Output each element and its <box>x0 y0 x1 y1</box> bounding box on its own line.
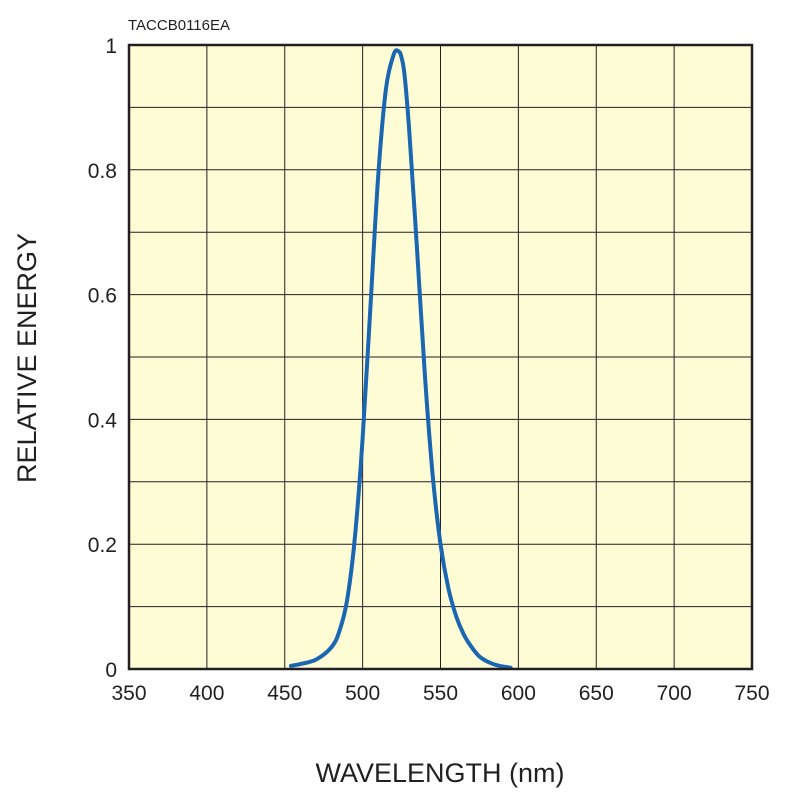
y-tick-label: 0.8 <box>88 160 117 183</box>
x-tick-labels: 350 400 450 500 550 600 650 700 750 <box>111 682 769 705</box>
x-tick-label: 700 <box>657 682 692 705</box>
y-tick-label: 1 <box>105 35 117 58</box>
y-tick-label: 0 <box>105 659 117 682</box>
grid-lines <box>129 45 752 669</box>
y-tick-label: 0.6 <box>88 285 117 308</box>
x-tick-label: 750 <box>734 682 769 705</box>
y-tick-label: 0.4 <box>88 409 118 432</box>
x-tick-label: 600 <box>501 682 536 705</box>
x-tick-label: 650 <box>579 682 614 705</box>
x-tick-label: 500 <box>345 682 380 705</box>
x-axis-title: WAVELENGTH (nm) <box>315 758 564 788</box>
x-tick-label: 400 <box>189 682 224 705</box>
y-axis-title: RELATIVE ENERGY <box>12 233 42 483</box>
x-tick-label: 350 <box>111 682 146 705</box>
x-tick-label: 450 <box>267 682 302 705</box>
series-layer <box>288 48 513 670</box>
y-tick-label: 0.2 <box>88 534 117 557</box>
x-tick-label: 550 <box>423 682 458 705</box>
plot-frame <box>127 43 754 671</box>
series-line <box>288 48 513 670</box>
y-tick-labels: 0 0.2 0.4 0.6 0.8 1 <box>88 35 118 682</box>
figure-code: TACCB0116EA <box>128 17 230 34</box>
